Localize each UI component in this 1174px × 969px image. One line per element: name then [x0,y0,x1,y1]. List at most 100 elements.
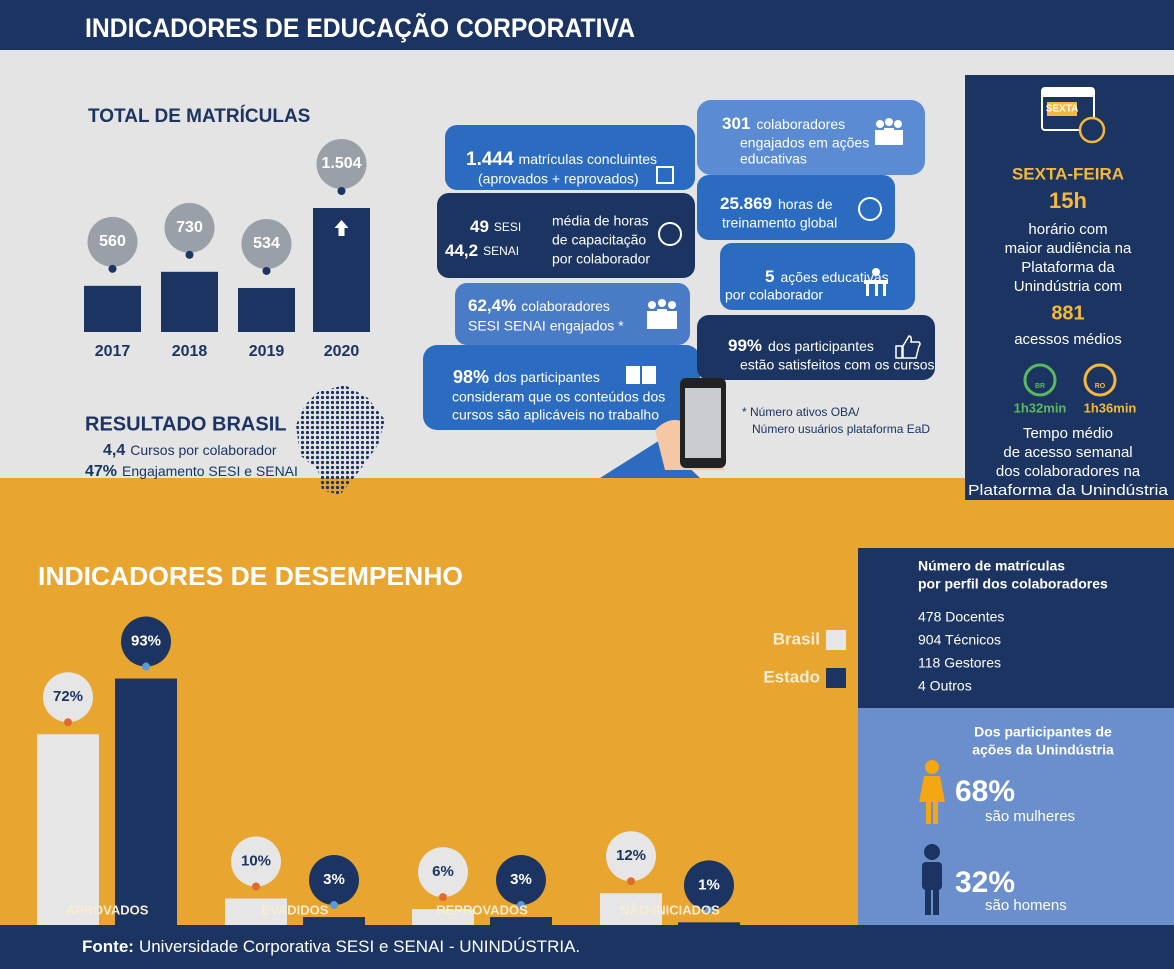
footer-label: Fonte: [82,937,134,956]
bubble-line: 25.869 horas de [720,194,833,213]
bubble-text: treinamento global [722,215,837,231]
genero-label: são mulheres [985,808,1075,825]
bubble-value: 5 [765,267,774,286]
bubble-line: 44,2 SENAI [445,241,519,260]
value-label: 3% [510,871,532,888]
category-label: REPROVADOS [436,902,528,917]
bubble [697,315,935,380]
sexta-line: maior audiência na [1005,240,1132,257]
genero-title: Dos participantes de [974,724,1112,740]
bubble-value: 62,4% [468,296,516,315]
value-bubble [496,855,546,906]
value-dot [337,187,346,195]
bubble-text: SESI [494,220,521,234]
bubble-text: colaboradores [756,116,845,132]
perfil-item: 478 Docentes [918,609,1004,625]
check-icon [656,166,674,184]
bubble-text: dos participantes [494,369,600,385]
matriculas-chart: 560 2017 730 2018 534 2019 1.504 2020 [84,139,370,360]
category-label: 2020 [324,343,360,360]
bubble-text: estão satisfeitos com os cursos [740,357,935,373]
bar [161,271,218,332]
value-bubble [231,836,281,887]
bubble-text: por colaborador [552,251,650,267]
man-icon [922,844,942,915]
bubble [455,283,690,345]
bubble-value: 98% [453,367,489,387]
value-bubble [606,831,656,882]
value-label: 72% [53,688,83,705]
calendar-label: SEXTA [1046,104,1079,115]
bubble-value: 1.444 [466,149,514,170]
time-region: RO [1095,383,1106,390]
bubble-value: 25.869 [720,194,772,213]
thumb-icon [895,335,921,359]
bubble-text: matrículas concluintes [519,151,658,167]
category-label: 2017 [95,343,131,360]
bubble-text: dos participantes [768,338,874,354]
bubble-text: de capacitação [552,232,646,248]
brazil-map [296,385,385,495]
result-row: 47% Engajamento SESI e SENAI [85,463,298,481]
value-bubble [87,216,138,267]
value-label: 3% [323,871,345,888]
value-bubble [309,855,359,906]
time-value: 1h36min [1084,400,1137,415]
bubble-line: 62,4% colaboradores [468,296,610,315]
clock-icon [858,197,882,221]
category-label: 2018 [172,343,208,360]
bar [238,287,295,332]
time-region: BR [1035,383,1045,390]
bar [225,898,287,925]
sexta-line: de acesso semanal [1003,444,1132,461]
calendar-label-bg [1047,102,1077,116]
value-dot [142,662,150,671]
section-title: TOTAL DE MATRÍCULAS [88,105,310,127]
category-label: 2019 [249,343,285,360]
time-icon [1083,363,1117,397]
sexta-line: Unindústria com [1014,278,1122,295]
value-bubble [684,860,734,911]
legend-swatch [826,630,846,650]
time-value: 1h32min [1014,400,1067,415]
result-text: Cursos por colaborador [130,442,277,458]
value-dot [64,718,72,727]
calendar-top [1042,88,1094,97]
people-icon [647,299,677,329]
bar [115,678,177,925]
perfil-item: 4 Outros [918,678,972,694]
sexta-line: dos colaboradores na [996,463,1141,480]
sexta-line: horário com [1028,221,1107,238]
bubble [697,175,895,240]
bubble-text: consideram que os conteúdos dos [452,389,665,405]
footer-text: Universidade Corporativa SESI e SENAI - … [139,937,580,956]
result-text: Engajamento SESI e SENAI [122,463,298,479]
value-dot [185,250,194,259]
header-band [0,0,1174,50]
bubble-text: horas de [778,196,833,212]
bubble-text: por colaborador [725,287,823,303]
bubble-text: média de horas [552,213,649,229]
sexta-accesses: 881 [1051,302,1084,324]
people-icon [875,118,903,145]
value-dot [330,901,338,910]
value-bubble [316,139,367,189]
arrow-icon [334,220,349,236]
value-bubble [121,616,171,667]
value-label: 12% [616,847,646,864]
result-row: 4,4 Cursos por colaborador [103,442,277,460]
value-bubble [241,218,292,269]
value-bubble [164,202,215,253]
woman-icon [919,760,945,824]
genero-value: 32% [955,866,1015,899]
bubble-line: 99% dos participantes [728,336,874,355]
value-bubble [43,672,93,723]
sexta-hour: 15h [1049,188,1087,213]
clock-icon [658,222,682,246]
footer-band [0,925,1174,969]
bubble-value: 44,2 [445,241,478,260]
bar [303,917,365,925]
bubble-text: SESI SENAI engajados * [468,318,624,334]
teacher-icon [864,268,888,296]
